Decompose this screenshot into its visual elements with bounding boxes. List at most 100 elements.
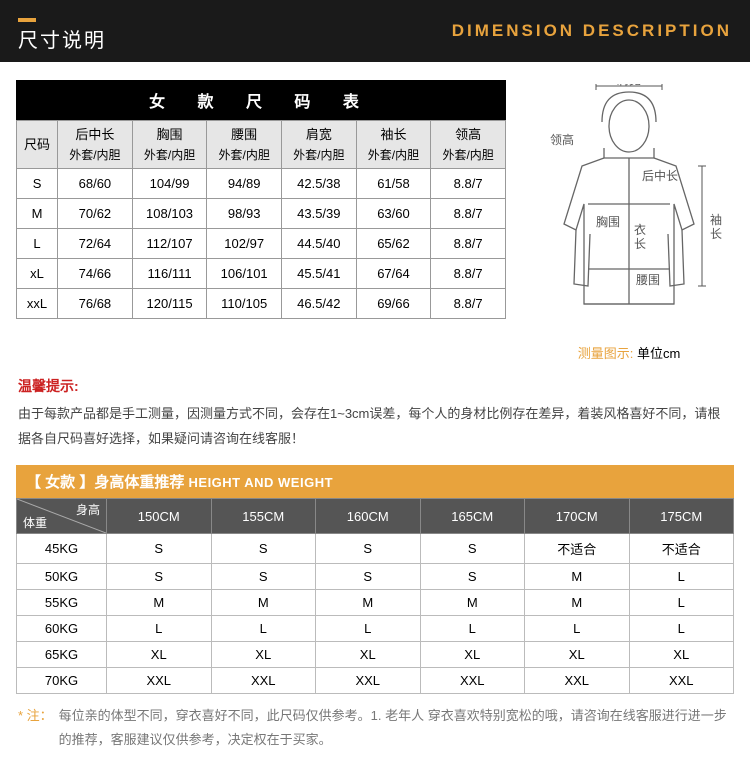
recommend-cell: L	[629, 564, 734, 590]
recommend-weight-cell: 65KG	[17, 642, 107, 668]
label-body-length: 衣长	[634, 222, 646, 251]
recommend-cell: S	[107, 534, 212, 564]
recommend-bar-en: HEIGHT AND WEIGHT	[189, 475, 334, 490]
recommend-row: 65KGXLXLXLXLXLXL	[17, 642, 734, 668]
recommend-cell: M	[316, 590, 421, 616]
note-text: 每位亲的体型不同，穿衣喜好不同，此尺码仅供参考。1. 老年人 穿衣喜欢特别宽松的…	[59, 704, 732, 751]
size-table-cell: 69/66	[356, 289, 431, 319]
size-table-cell: M	[17, 199, 58, 229]
recommend-row: 50KGSSSSML	[17, 564, 734, 590]
size-table-cell: 104/99	[132, 169, 207, 199]
size-table-row: S68/60104/9994/8942.5/3861/588.8/7	[17, 169, 506, 199]
recommend-diag-cell: 身高 体重	[17, 499, 107, 534]
recommend-cell: S	[420, 564, 525, 590]
size-table-cell: 110/105	[207, 289, 282, 319]
size-table-header: 胸围外套/内胆	[132, 121, 207, 169]
recommend-row: 70KGXXLXXLXXLXXLXXLXXL	[17, 668, 734, 694]
size-table-cell: S	[17, 169, 58, 199]
recommend-weight-cell: 50KG	[17, 564, 107, 590]
recommend-bar-cn: 【 女款 】身高体重推荐	[26, 474, 184, 491]
recommend-cell: M	[525, 564, 630, 590]
label-waist: 腰围	[636, 273, 660, 287]
size-table-caption: 女 款 尺 码 表	[16, 80, 506, 120]
diagram-caption-unit: 单位cm	[637, 346, 680, 361]
size-table-cell: 74/66	[58, 259, 133, 289]
recommend-weight-cell: 55KG	[17, 590, 107, 616]
recommend-cell: L	[525, 616, 630, 642]
size-table-cell: 120/115	[132, 289, 207, 319]
size-table-cell: 8.8/7	[431, 259, 506, 289]
recommend-row: 55KGMMMMML	[17, 590, 734, 616]
size-table-cell: 112/107	[132, 229, 207, 259]
recommend-cell: XXL	[420, 668, 525, 694]
header-accent	[18, 18, 36, 22]
recommend-cell: M	[211, 590, 316, 616]
recommend-cell: L	[629, 616, 734, 642]
recommend-cell: 不适合	[629, 534, 734, 564]
recommend-bar: 【 女款 】身高体重推荐 HEIGHT AND WEIGHT	[16, 465, 734, 498]
size-table-cell: 8.8/7	[431, 169, 506, 199]
size-table-row: xL74/66116/111106/10145.5/4167/648.8/7	[17, 259, 506, 289]
jacket-diagram: 肩宽 领高 后中长 胸围 衣长 袖长 腰围 测量图示: 单位cm	[524, 80, 734, 362]
recommend-height-header: 155CM	[211, 499, 316, 534]
recommend-cell: XXL	[629, 668, 734, 694]
recommend-cell: XXL	[525, 668, 630, 694]
recommend-cell: XL	[316, 642, 421, 668]
recommend-height-header: 175CM	[629, 499, 734, 534]
recommend-cell: M	[107, 590, 212, 616]
recommend-cell: S	[316, 564, 421, 590]
diagram-caption: 测量图示: 单位cm	[524, 343, 734, 362]
recommend-cell: L	[316, 616, 421, 642]
header-left: 尺寸说明	[18, 10, 106, 53]
size-table-header: 尺码	[17, 121, 58, 169]
recommend-cell: S	[420, 534, 525, 564]
content-row: 女 款 尺 码 表 尺码后中长外套/内胆胸围外套/内胆腰围外套/内胆肩宽外套/内…	[0, 62, 750, 362]
recommend-weight-cell: 45KG	[17, 534, 107, 564]
size-table-cell: xxL	[17, 289, 58, 319]
size-table-row: L72/64112/107102/9744.5/4065/628.8/7	[17, 229, 506, 259]
size-table-head: 尺码后中长外套/内胆胸围外套/内胆腰围外套/内胆肩宽外套/内胆袖长外套/内胆领高…	[17, 121, 506, 169]
recommend-cell: S	[316, 534, 421, 564]
label-back-length: 后中长	[642, 168, 678, 183]
size-table-cell: 108/103	[132, 199, 207, 229]
size-table-cell: 45.5/41	[282, 259, 357, 289]
recommend-cell: 不适合	[525, 534, 630, 564]
recommend-row: 60KGLLLLLL	[17, 616, 734, 642]
recommend-cell: L	[420, 616, 525, 642]
size-table-cell: 70/62	[58, 199, 133, 229]
note-star: * 注：	[18, 704, 53, 751]
size-table-cell: 72/64	[58, 229, 133, 259]
header-title-cn: 尺寸说明	[18, 24, 106, 53]
size-table-cell: L	[17, 229, 58, 259]
recommend-cell: XL	[107, 642, 212, 668]
size-table-cell: 8.8/7	[431, 289, 506, 319]
size-table-cell: 61/58	[356, 169, 431, 199]
recommend-cell: M	[420, 590, 525, 616]
diag-weight-label: 体重	[23, 514, 47, 531]
size-table-cell: 46.5/42	[282, 289, 357, 319]
header-bar: 尺寸说明 DIMENSION DESCRIPTION	[0, 0, 750, 62]
size-table-cell: 65/62	[356, 229, 431, 259]
recommend-cell: XL	[525, 642, 630, 668]
size-table-cell: 76/68	[58, 289, 133, 319]
recommend-cell: S	[211, 564, 316, 590]
size-table-cell: 116/111	[132, 259, 207, 289]
size-table-cell: 106/101	[207, 259, 282, 289]
label-collar: 领高	[550, 132, 574, 147]
tip-block: 温馨提示: 由于每款产品都是手工测量，因测量方式不同，会存在1~3cm误差，每个…	[0, 362, 750, 459]
note-block: * 注： 每位亲的体型不同，穿衣喜好不同，此尺码仅供参考。1. 老年人 穿衣喜欢…	[0, 694, 750, 767]
size-table-header: 领高外套/内胆	[431, 121, 506, 169]
size-table-header: 后中长外套/内胆	[58, 121, 133, 169]
size-table-cell: 68/60	[58, 169, 133, 199]
recommend-height-header: 160CM	[316, 499, 421, 534]
size-table-cell: 8.8/7	[431, 229, 506, 259]
recommend-cell: L	[107, 616, 212, 642]
recommend-cell: S	[107, 564, 212, 590]
size-table: 女 款 尺 码 表 尺码后中长外套/内胆胸围外套/内胆腰围外套/内胆肩宽外套/内…	[16, 80, 506, 319]
header-title-en: DIMENSION DESCRIPTION	[452, 21, 732, 41]
recommend-cell: XXL	[211, 668, 316, 694]
recommend-table-body: 45KGSSSS不适合不适合50KGSSSSML55KGMMMMML60KGLL…	[17, 534, 734, 694]
size-table-row: xxL76/68120/115110/10546.5/4269/668.8/7	[17, 289, 506, 319]
size-table-cell: 102/97	[207, 229, 282, 259]
size-table-header: 腰围外套/内胆	[207, 121, 282, 169]
